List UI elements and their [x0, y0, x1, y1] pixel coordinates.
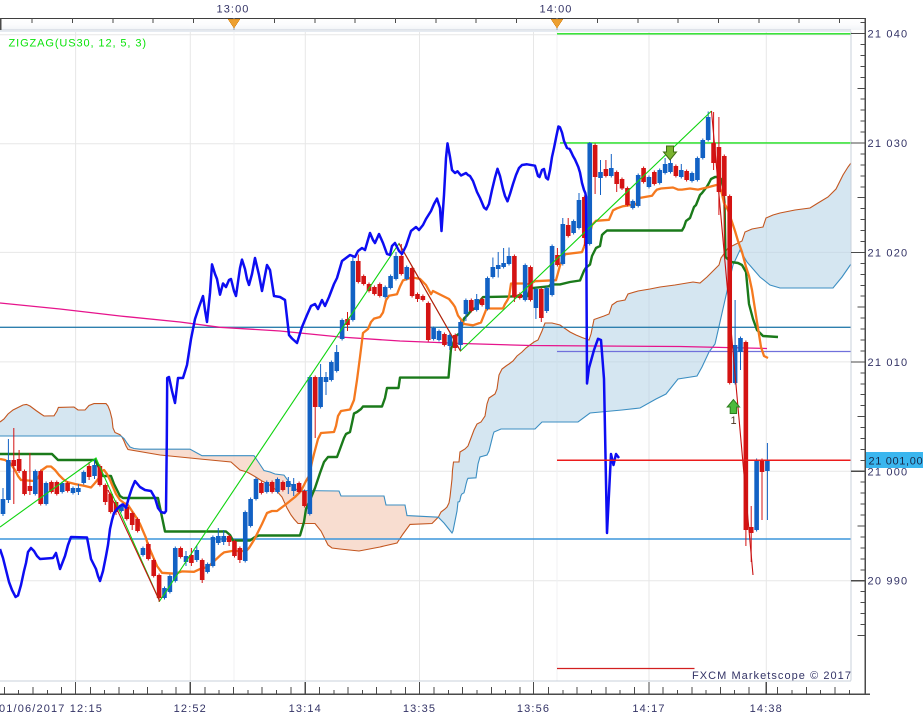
- svg-text:14:00: 14:00: [539, 4, 572, 16]
- svg-text:13:14: 13:14: [289, 703, 322, 715]
- svg-text:21 000: 21 000: [868, 466, 909, 478]
- svg-text:13:00: 13:00: [216, 4, 249, 16]
- svg-text:13:35: 13:35: [403, 703, 436, 715]
- svg-text:14:17: 14:17: [632, 703, 665, 715]
- svg-text:13:56: 13:56: [517, 703, 550, 715]
- svg-text:20 990: 20 990: [868, 576, 909, 588]
- svg-text:12:52: 12:52: [174, 703, 207, 715]
- svg-text:21 001,00: 21 001,00: [869, 456, 923, 468]
- svg-text:21 010: 21 010: [868, 357, 909, 369]
- svg-text:21 040: 21 040: [868, 29, 909, 41]
- svg-text:21 020: 21 020: [868, 247, 909, 259]
- svg-text:14:38: 14:38: [750, 703, 783, 715]
- svg-text:ZIGZAG(US30, 12, 5, 3): ZIGZAG(US30, 12, 5, 3): [9, 38, 147, 50]
- svg-text:21 030: 21 030: [868, 138, 909, 150]
- svg-text:01/06/2017 12:15: 01/06/2017 12:15: [0, 703, 103, 715]
- svg-text:1: 1: [730, 415, 736, 427]
- svg-text:FXCM Marketscope © 2017: FXCM Marketscope © 2017: [692, 670, 852, 682]
